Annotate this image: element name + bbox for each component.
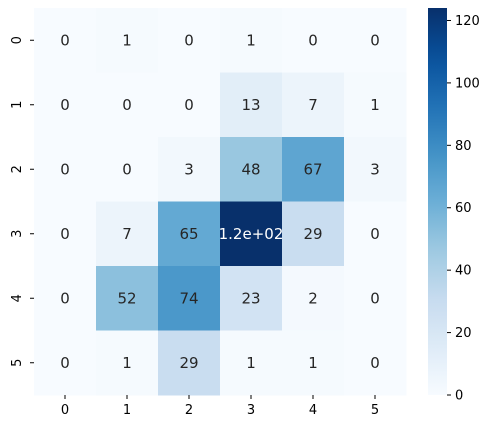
heatmap-cell (344, 266, 407, 331)
cell-value-label: 1 (308, 354, 318, 372)
heatmap-cell (344, 8, 407, 73)
heatmap-cell (282, 72, 345, 138)
cell-value-label: 29 (179, 354, 198, 372)
colorbar (428, 8, 447, 395)
cell-value-label: 52 (117, 289, 136, 307)
cell-value-label: 67 (303, 160, 322, 178)
heatmap-cell (34, 8, 97, 73)
colorbar-tick-label: 100 (455, 76, 480, 91)
cell-value-label: 0 (60, 96, 70, 114)
heatmap-cell (220, 137, 283, 202)
heatmap-cell (158, 330, 221, 396)
heatmap-cell (282, 137, 345, 202)
y-tick-label: 2 (10, 165, 25, 173)
colorbar-tick-label: 0 (455, 389, 463, 404)
cell-value-label: 74 (179, 289, 198, 307)
heatmap-cell (158, 72, 221, 138)
heatmap-cell (220, 201, 283, 267)
cell-value-label: 1.2e+02 (219, 225, 284, 243)
cell-value-label: 3 (184, 160, 194, 178)
heatmap-cell (34, 201, 97, 267)
heatmap-cell (158, 201, 221, 267)
heatmap-cell (34, 137, 97, 202)
colorbar-tick-label: 120 (455, 14, 480, 29)
cell-value-label: 0 (60, 289, 70, 307)
cell-value-label: 7 (308, 96, 318, 114)
cell-value-label: 48 (241, 160, 260, 178)
x-tick-label: 1 (123, 403, 131, 418)
cell-value-label: 1 (122, 354, 132, 372)
x-tick-label: 3 (247, 403, 255, 418)
cell-value-label: 0 (370, 354, 380, 372)
cell-value-label: 0 (370, 289, 380, 307)
cell-value-label: 3 (370, 160, 380, 178)
cell-value-label: 29 (303, 225, 322, 243)
heatmap-cell (344, 72, 407, 138)
heatmap-cell (344, 330, 407, 396)
cell-value-label: 0 (308, 31, 318, 49)
cell-value-label: 0 (122, 160, 132, 178)
y-tick-label: 3 (10, 230, 25, 238)
heatmap-cell (34, 330, 97, 396)
heatmap-cell (158, 8, 221, 73)
heatmap-cell (220, 8, 283, 73)
cell-value-label: 65 (179, 225, 198, 243)
heatmap-cell (344, 137, 407, 202)
cell-value-label: 0 (184, 96, 194, 114)
cell-value-label: 2 (308, 289, 318, 307)
colorbar-tick-label: 80 (455, 139, 472, 154)
heatmap-cell (96, 8, 159, 73)
colorbar-tick-label: 20 (455, 326, 472, 341)
cell-value-label: 0 (370, 31, 380, 49)
cell-value-label: 13 (241, 96, 260, 114)
cell-value-label: 0 (60, 354, 70, 372)
cell-value-label: 0 (370, 225, 380, 243)
y-tick-label: 0 (10, 36, 25, 44)
y-tick-label: 4 (10, 294, 25, 302)
cell-value-label: 1 (370, 96, 380, 114)
cell-value-label: 0 (122, 96, 132, 114)
heatmap-cell (96, 201, 159, 267)
heatmap-cell (282, 330, 345, 396)
cell-value-label: 1 (246, 31, 256, 49)
cell-value-label: 0 (60, 31, 70, 49)
heatmap-cell (96, 72, 159, 138)
heatmap-cell (34, 72, 97, 138)
cell-value-label: 0 (60, 160, 70, 178)
x-axis: 0 1 2 3 4 5 (61, 395, 379, 418)
colorbar-axis: 0 20 40 60 80 100 120 (447, 14, 480, 404)
heatmap-cell (158, 137, 221, 202)
cell-value-label: 7 (122, 225, 132, 243)
heatmap-cell (96, 266, 159, 331)
colorbar-tick-label: 60 (455, 201, 472, 216)
heatmap-cell (96, 137, 159, 202)
heatmap-cell (282, 201, 345, 267)
heatmap-cell (344, 201, 407, 267)
cell-value-label: 1 (246, 354, 256, 372)
y-tick-label: 5 (10, 359, 25, 367)
x-tick-label: 4 (309, 403, 317, 418)
x-tick-label: 0 (61, 403, 69, 418)
cell-value-label: 1 (122, 31, 132, 49)
heatmap-cell (96, 330, 159, 396)
cell-value-label: 0 (60, 225, 70, 243)
x-tick-label: 5 (371, 403, 379, 418)
cell-value-label: 0 (184, 31, 194, 49)
heatmap-cell (220, 330, 283, 396)
y-axis: 0 1 2 3 4 5 (10, 36, 34, 367)
heatmap-cell (158, 266, 221, 331)
cell-value-label: 23 (241, 289, 260, 307)
x-tick-label: 2 (185, 403, 193, 418)
colorbar-tick-label: 40 (455, 264, 472, 279)
y-tick-label: 1 (10, 101, 25, 109)
heatmap-cell (220, 266, 283, 331)
heatmap-cell (34, 266, 97, 331)
heatmap-cells: 0 1 0 1 0 0 0 0 0 13 7 1 0 0 3 48 67 3 0 7 65 1.2e+02 29 0 0 52 74… (34, 8, 407, 396)
heatmap-cell (282, 8, 345, 73)
heatmap-cell (220, 72, 283, 138)
heatmap-cell (282, 266, 345, 331)
